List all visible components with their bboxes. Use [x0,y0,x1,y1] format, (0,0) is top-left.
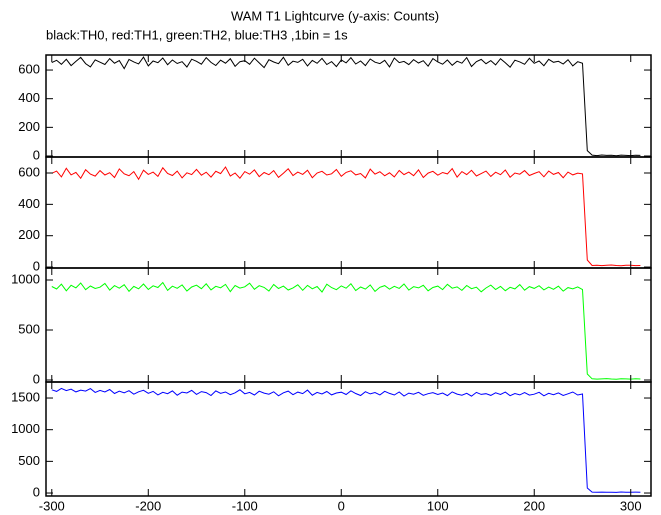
x-tick-label: 300 [620,498,642,513]
x-tick-label: 0 [338,498,345,513]
y-tick-label: 500 [18,321,40,336]
y-tick-label: 0 [33,484,40,499]
panel-frame [45,54,652,158]
lightcurve [51,56,641,157]
y-tick-label: 1500 [11,389,40,404]
y-tick-label: 0 [33,147,40,162]
y-tick-label: 1000 [11,271,40,286]
y-tick-label: 600 [18,61,40,76]
x-tick-label: -200 [135,498,161,513]
y-tick-label: 600 [18,164,40,179]
y-tick-label: 200 [18,119,40,134]
chart-title: WAM T1 Lightcurve (y-axis: Counts) [231,8,439,23]
y-tick-label: 0 [33,258,40,273]
lightcurve [51,387,641,493]
y-tick-label: 400 [18,196,40,211]
y-tick-label: 500 [18,453,40,468]
y-tick-label: 0 [33,371,40,386]
panel-frame [45,381,652,497]
chart-subtitle: black:TH0, red:TH1, green:TH2, blue:TH3 … [46,27,348,42]
panel-frame [45,156,652,269]
x-tick-label: 200 [523,498,545,513]
x-tick-label: -300 [39,498,65,513]
x-tick-label: 100 [427,498,449,513]
y-tick-label: 400 [18,90,40,105]
x-tick-label: -100 [232,498,258,513]
y-tick-label: 200 [18,227,40,242]
panel-frame [45,267,652,383]
lightcurve [51,166,641,267]
lightcurve [51,281,641,380]
y-tick-label: 1000 [11,421,40,436]
